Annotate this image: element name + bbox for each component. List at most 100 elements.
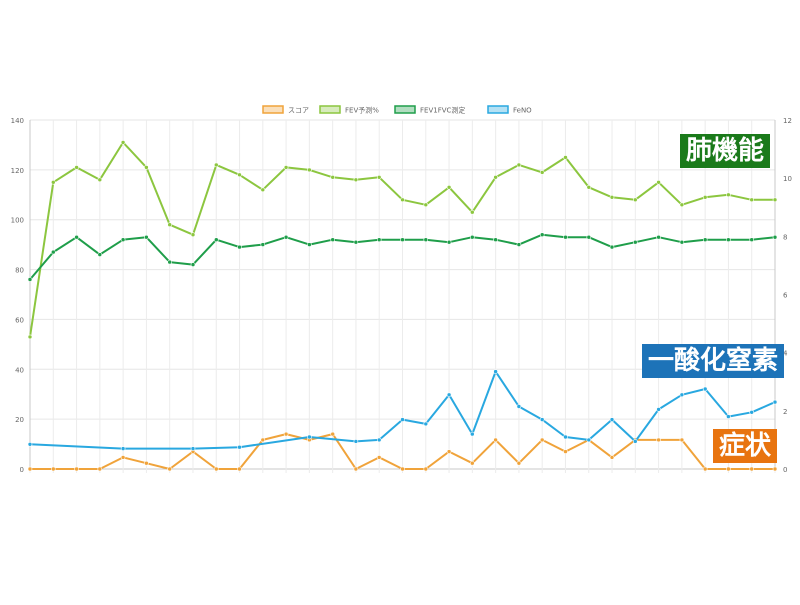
data-point — [283, 165, 289, 170]
data-point — [237, 444, 242, 450]
data-point — [144, 165, 149, 170]
data-point — [586, 437, 592, 443]
data-point — [702, 466, 708, 472]
data-point — [539, 417, 545, 422]
data-point — [376, 455, 382, 460]
annotation-nitric-oxide: 一酸化窒素 — [642, 344, 785, 378]
y-left-tick-label: 40 — [15, 366, 24, 374]
data-point — [283, 431, 289, 437]
data-point — [469, 234, 475, 240]
data-point — [120, 140, 126, 145]
data-point — [446, 185, 452, 190]
data-point — [423, 466, 429, 472]
y-left-tick-label: 140 — [11, 117, 24, 125]
data-point — [726, 237, 731, 242]
data-point — [167, 222, 172, 227]
data-point — [726, 466, 731, 472]
data-point — [679, 392, 685, 398]
data-point — [50, 180, 56, 185]
data-point — [516, 162, 522, 168]
data-point — [423, 202, 429, 208]
data-point — [260, 242, 266, 247]
data-point — [539, 170, 545, 175]
data-point — [330, 431, 336, 437]
data-point — [167, 466, 172, 472]
data-point — [214, 162, 219, 168]
data-point — [469, 431, 475, 437]
series-line — [29, 370, 776, 450]
data-point — [307, 434, 312, 440]
data-point — [726, 192, 731, 198]
data-point — [702, 237, 708, 242]
legend-item: FeNO — [487, 105, 532, 115]
legend-label: FEV1FVC測定 — [420, 106, 465, 115]
data-point — [563, 434, 568, 440]
data-point — [144, 234, 149, 240]
data-point — [307, 167, 312, 173]
data-point — [330, 175, 336, 180]
data-point — [190, 232, 196, 237]
data-point — [330, 237, 336, 242]
data-point — [120, 237, 126, 242]
data-point — [400, 197, 405, 203]
data-point — [749, 466, 755, 472]
data-point — [726, 414, 731, 419]
data-point — [27, 441, 33, 447]
data-point — [74, 165, 79, 170]
data-point — [27, 277, 33, 282]
data-point — [702, 195, 708, 200]
data-point — [632, 439, 638, 444]
y-left-tick-label: 20 — [15, 416, 24, 424]
data-point — [563, 449, 568, 454]
data-point — [749, 197, 755, 203]
data-point — [167, 259, 172, 265]
data-point — [656, 234, 661, 240]
data-point — [772, 466, 778, 472]
data-point — [400, 237, 405, 242]
data-point — [609, 417, 615, 422]
series-1 — [27, 140, 778, 340]
series-2 — [27, 232, 778, 282]
data-point — [120, 446, 126, 451]
data-point — [237, 466, 242, 472]
data-point — [74, 466, 79, 472]
data-point — [353, 439, 359, 444]
data-point — [50, 249, 56, 255]
data-point — [469, 460, 475, 466]
data-point — [772, 234, 778, 240]
y-left-tick-label: 120 — [11, 167, 24, 175]
data-point — [609, 455, 615, 460]
data-point — [656, 437, 661, 443]
legend-swatch — [394, 105, 416, 114]
y-right-tick-label: 12 — [783, 117, 792, 125]
data-point — [353, 177, 359, 183]
data-point — [144, 460, 149, 466]
y-right-tick-label: 0 — [783, 466, 787, 474]
data-point — [586, 185, 592, 190]
data-point — [679, 239, 685, 245]
data-point — [353, 239, 359, 245]
y-left-tick-label: 60 — [15, 316, 24, 324]
data-point — [97, 466, 103, 472]
data-point — [376, 175, 382, 180]
data-point — [400, 417, 405, 422]
data-point — [563, 234, 568, 240]
legend-label: FeNO — [513, 107, 532, 115]
data-point — [772, 399, 778, 405]
data-point — [260, 187, 266, 193]
data-point — [632, 239, 638, 245]
data-point — [749, 237, 755, 242]
data-point — [446, 449, 452, 454]
data-point — [307, 242, 312, 247]
data-point — [423, 237, 429, 242]
y-right-tick-label: 2 — [783, 408, 787, 416]
data-point — [609, 244, 615, 250]
data-point — [679, 437, 685, 443]
data-point — [237, 172, 242, 178]
data-point — [493, 369, 498, 374]
data-point — [539, 437, 545, 443]
legend-label: スコア — [288, 107, 309, 115]
data-point — [27, 334, 33, 340]
data-point — [27, 466, 33, 472]
